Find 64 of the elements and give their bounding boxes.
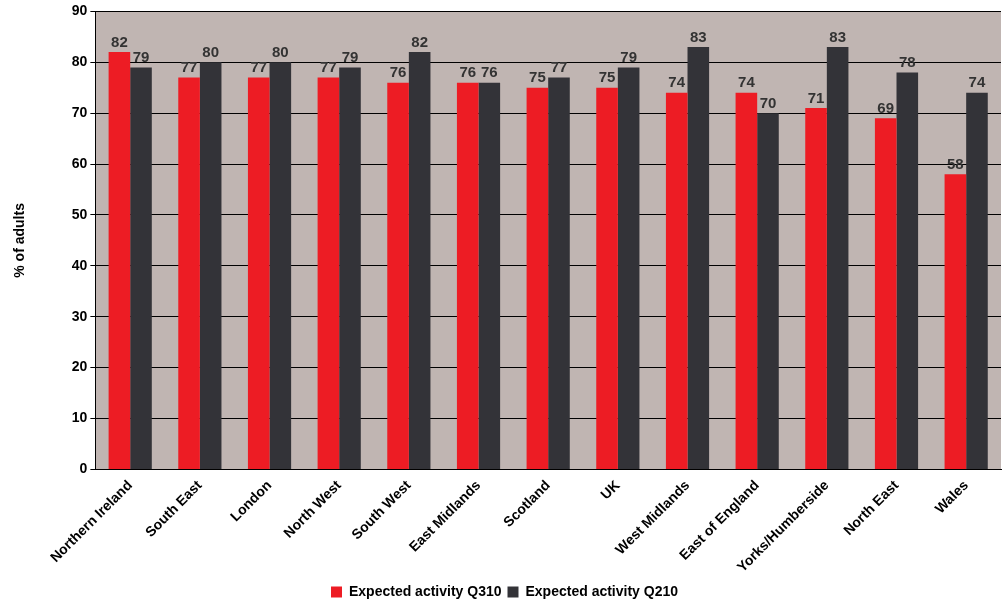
bar — [896, 72, 919, 469]
y-tick-label: 60 — [71, 154, 88, 171]
y-tick-label: 30 — [71, 307, 88, 324]
bar — [456, 82, 479, 469]
data-label: 80 — [202, 42, 220, 60]
data-label: 76 — [480, 63, 498, 81]
bar — [247, 77, 270, 469]
y-axis-title: % of adults — [11, 202, 28, 278]
bar — [478, 82, 501, 469]
data-label: 83 — [829, 27, 846, 45]
data-label: 71 — [807, 88, 825, 106]
x-tick-label: UK — [597, 476, 623, 503]
data-label: 77 — [180, 58, 198, 76]
data-label: 74 — [668, 73, 686, 91]
y-tick-label: 40 — [71, 256, 88, 273]
data-label: 79 — [620, 48, 637, 66]
bar — [387, 82, 409, 469]
bar — [199, 62, 222, 469]
bar — [805, 108, 827, 469]
y-tick-label: 0 — [79, 460, 88, 477]
y-tick-label: 20 — [71, 358, 88, 375]
legend-label: Expected activity Q310 — [348, 582, 502, 599]
data-label: 79 — [132, 48, 150, 66]
data-label: 79 — [341, 48, 359, 66]
bar — [874, 118, 897, 469]
bar — [735, 92, 758, 469]
bar — [617, 67, 640, 469]
bar — [178, 77, 200, 469]
bar — [826, 47, 849, 469]
bar — [526, 87, 549, 469]
data-label: 75 — [529, 68, 546, 86]
data-label: 83 — [689, 27, 707, 45]
data-label: 80 — [271, 42, 289, 60]
bar — [317, 77, 340, 469]
y-tick-label: 50 — [71, 205, 88, 222]
data-label: 74 — [968, 73, 986, 91]
y-tick-label: 80 — [71, 53, 88, 70]
bar — [130, 67, 152, 469]
bar — [944, 174, 967, 469]
bar — [339, 67, 361, 469]
data-label: 69 — [877, 98, 895, 116]
bar — [966, 92, 988, 469]
y-tick-label: 10 — [71, 409, 88, 426]
bar — [757, 113, 779, 469]
bar — [687, 47, 710, 469]
data-label: 82 — [111, 32, 128, 50]
data-label: 77 — [250, 58, 268, 76]
data-label: 77 — [550, 58, 568, 76]
bar — [408, 52, 431, 469]
data-label: 74 — [738, 73, 756, 91]
bar — [596, 87, 618, 469]
bar — [548, 77, 570, 469]
data-label: 82 — [411, 32, 428, 50]
legend-label: Expected activity Q210 — [525, 582, 679, 599]
data-label: 75 — [598, 68, 616, 86]
data-label: 76 — [459, 63, 477, 81]
data-label: 77 — [320, 58, 337, 76]
y-tick-label: 70 — [71, 104, 88, 121]
y-tick-label: 90 — [71, 2, 88, 19]
bar — [665, 92, 688, 469]
data-label: 76 — [389, 63, 407, 81]
bar — [108, 52, 131, 469]
bar — [269, 62, 292, 469]
data-label: 70 — [759, 93, 777, 111]
